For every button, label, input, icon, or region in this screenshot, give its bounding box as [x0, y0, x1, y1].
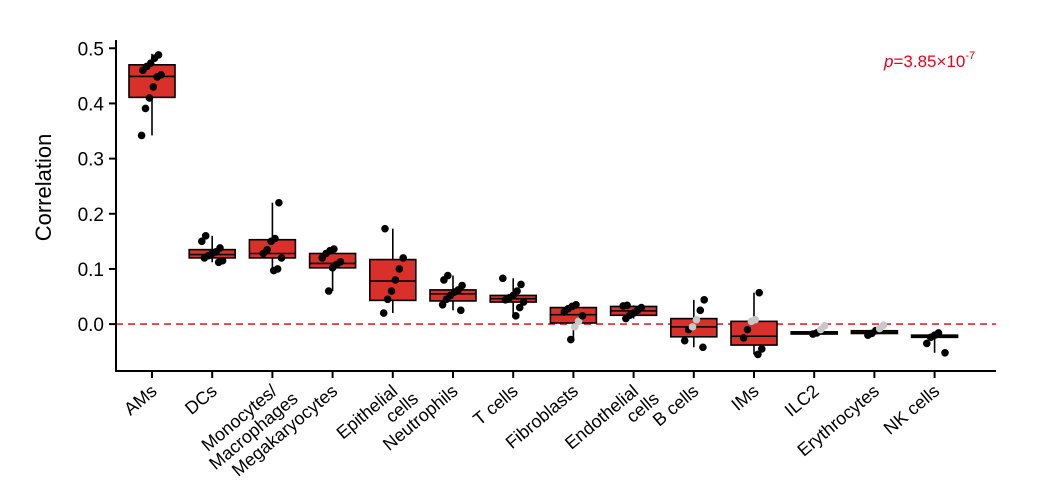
point-dcs: [218, 256, 227, 265]
point-ams: [137, 131, 146, 140]
point-epithelial-cells: [387, 287, 396, 295]
point-t-cells: [513, 287, 521, 295]
point-epithelial-cells: [381, 224, 389, 233]
point-ams: [149, 83, 158, 91]
x-label-nk-cells: NK cells: [880, 381, 943, 439]
point-monocytes-macrophages: [275, 198, 283, 207]
y-tick-label: 0.2: [78, 205, 104, 226]
point-b-cells: [699, 343, 707, 352]
point-ims: [758, 345, 766, 353]
x-label-endothelial-cells: Endothelialcells: [561, 374, 663, 468]
point-ims: [739, 334, 748, 342]
point-fibroblasts: [578, 312, 587, 320]
point-ims: [751, 315, 760, 324]
point-t-cells: [519, 298, 528, 306]
point-ims: [743, 325, 752, 334]
point-ims: [754, 350, 762, 359]
x-label-t-cells: T cells: [469, 381, 521, 430]
point-b-cells: [680, 336, 689, 345]
point-ilc2: [820, 321, 829, 330]
point-monocytes-macrophages: [263, 245, 272, 254]
point-endothelial-cells: [623, 301, 631, 310]
point-erythrocytes: [879, 321, 888, 330]
y-tick-label: 0.0: [78, 315, 104, 336]
x-label-ilc2: ILC2: [781, 381, 823, 421]
point-megakaryocytes: [330, 245, 338, 253]
point-ams: [154, 51, 163, 59]
point-megakaryocytes: [324, 287, 333, 295]
point-neutrophils: [444, 271, 452, 280]
point-dcs: [201, 232, 210, 240]
point-epithelial-cells: [383, 295, 392, 304]
point-dcs: [198, 237, 206, 246]
p-value-annotation: p=3.85×10-7: [883, 50, 975, 71]
y-tick-label: 0.5: [78, 39, 104, 60]
y-tick-label: 0.3: [78, 150, 104, 171]
point-monocytes-macrophages: [277, 254, 286, 262]
point-epithelial-cells: [399, 254, 408, 262]
point-b-cells: [696, 306, 705, 315]
point-ams: [145, 94, 154, 102]
point-dcs: [216, 244, 224, 252]
x-label-ams: AMs: [120, 381, 160, 419]
y-axis-title: Correlation: [31, 134, 56, 242]
point-ams: [157, 70, 165, 79]
point-t-cells: [499, 274, 507, 283]
point-t-cells: [512, 312, 520, 320]
box-ams: [128, 64, 176, 99]
point-nk-cells: [941, 348, 949, 357]
point-monocytes-macrophages: [271, 234, 279, 243]
point-endothelial-cells: [637, 303, 646, 312]
point-megakaryocytes: [336, 257, 345, 266]
point-epithelial-cells: [395, 265, 404, 273]
point-neutrophils: [457, 306, 465, 315]
point-b-cells: [692, 315, 701, 324]
point-ims: [755, 288, 763, 297]
point-epithelial-cells: [391, 276, 400, 284]
point-monocytes-macrophages: [273, 265, 282, 273]
x-label-dcs: DCs: [181, 381, 221, 419]
point-ams: [141, 104, 150, 113]
point-t-cells: [517, 280, 525, 289]
box-ims: [730, 320, 778, 346]
point-fibroblasts: [572, 301, 580, 309]
x-label-ims: IMs: [728, 381, 763, 415]
point-t-cells: [515, 303, 524, 312]
y-tick-label: 0.4: [78, 94, 105, 115]
point-neutrophils: [458, 281, 466, 290]
point-nk-cells: [923, 339, 931, 348]
y-tick-label: 0.1: [78, 260, 104, 281]
point-b-cells: [700, 296, 708, 304]
point-b-cells: [688, 323, 697, 331]
point-neutrophils: [438, 301, 447, 309]
point-fibroblasts: [574, 317, 583, 326]
point-fibroblasts: [570, 323, 579, 331]
point-fibroblasts: [567, 335, 575, 344]
point-nk-cells: [934, 329, 943, 337]
point-epithelial-cells: [379, 309, 388, 317]
